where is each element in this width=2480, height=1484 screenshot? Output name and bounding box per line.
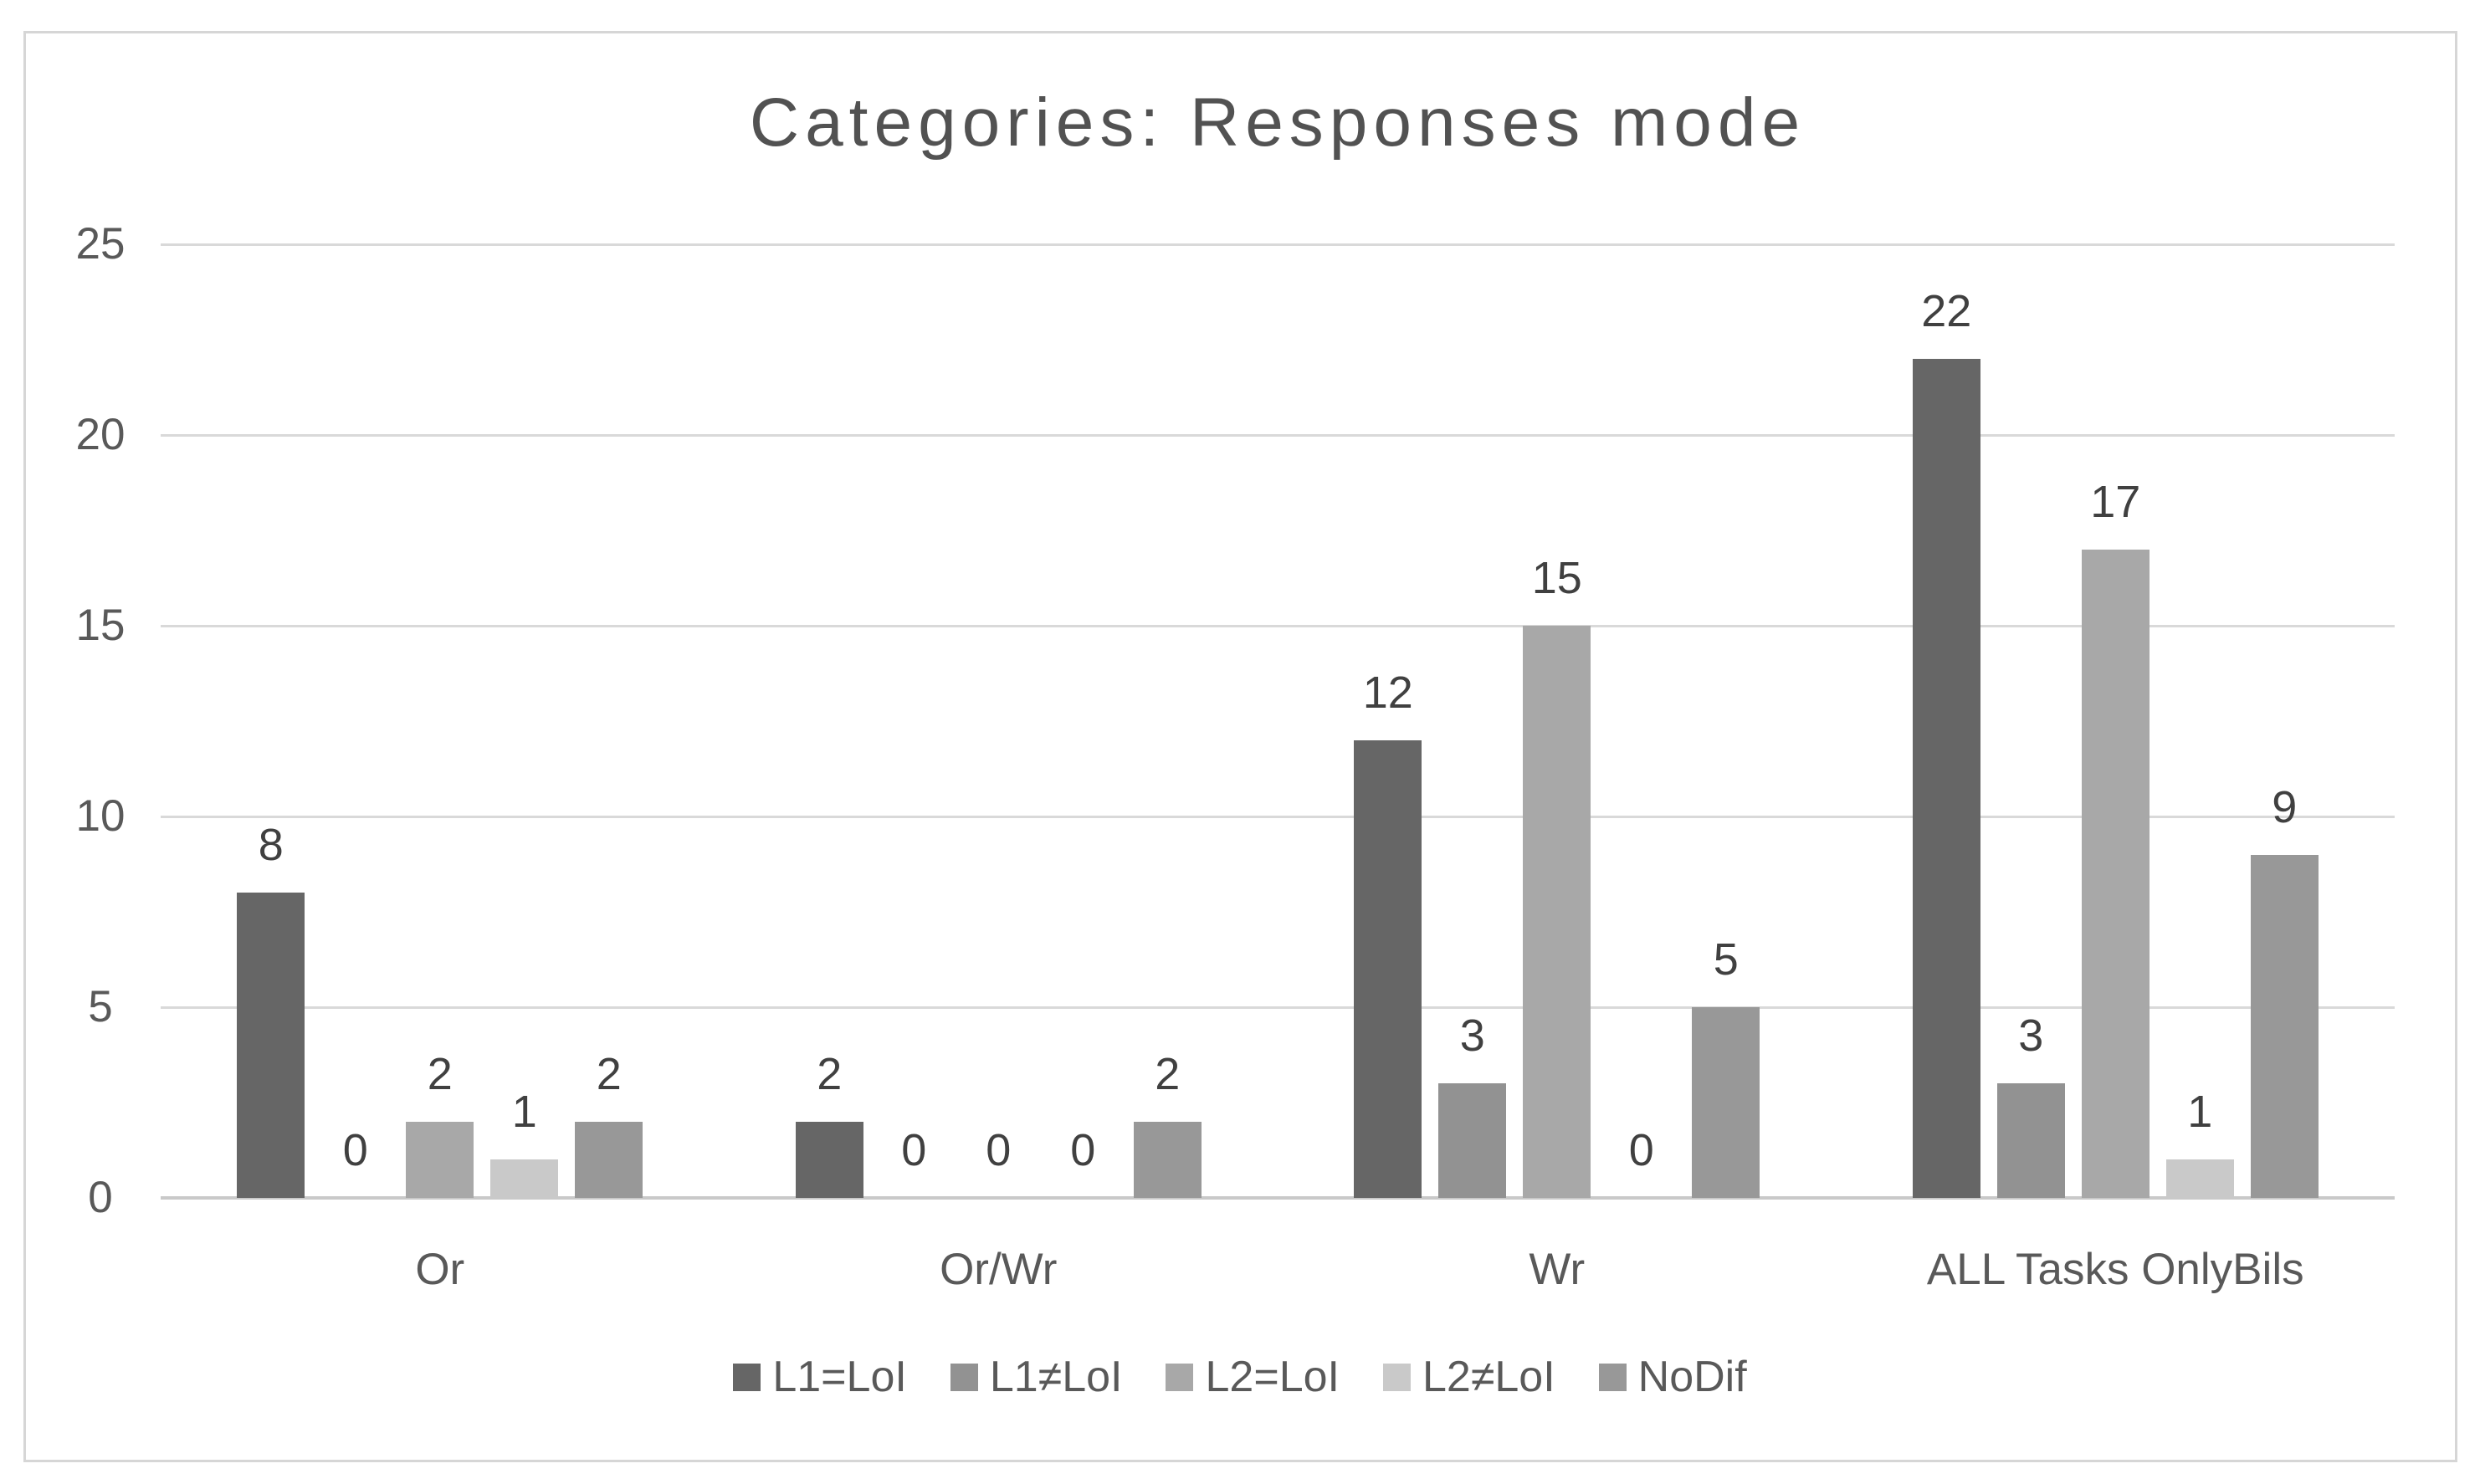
bar — [795, 1122, 863, 1198]
legend-swatch — [733, 1363, 761, 1391]
bar-slot: 9 — [2242, 244, 2327, 1198]
bar-slot: 17 — [2073, 244, 2158, 1198]
legend-swatch — [1166, 1363, 1194, 1391]
bar — [490, 1159, 559, 1198]
legend-item: L1=LoI — [733, 1352, 907, 1402]
bar — [406, 1122, 474, 1198]
bar — [1438, 1083, 1507, 1198]
bar-value-label: 0 — [342, 1125, 368, 1175]
y-tick-label: 5 — [88, 982, 113, 1031]
bar — [1996, 1083, 2065, 1198]
legend-label: NoDif — [1637, 1353, 1747, 1401]
bar-slot: 2 — [397, 244, 482, 1198]
category-label: Wr — [1529, 1245, 1586, 1294]
bar-value-label: 22 — [1921, 286, 1972, 336]
bar-slot: 2 — [1125, 244, 1210, 1198]
bar-group: 22 3 17 1 9 — [1837, 244, 2395, 1198]
gridline — [161, 243, 2395, 246]
bar-value-label: 8 — [258, 820, 284, 870]
bar-value-label: 15 — [1531, 553, 1582, 603]
gridline — [161, 434, 2395, 437]
legend-swatch — [1598, 1363, 1627, 1391]
bar — [2165, 1159, 2234, 1198]
bar-value-label: 3 — [1459, 1011, 1485, 1061]
bar — [1523, 626, 1591, 1198]
bar-group: 12 3 15 0 5 — [1278, 244, 1837, 1198]
y-tick-label: 10 — [75, 791, 126, 841]
chart-border-frame — [23, 31, 2457, 1462]
x-axis-line — [161, 1196, 2395, 1200]
bar — [2250, 855, 2319, 1198]
legend-item: L2=LoI — [1166, 1352, 1340, 1402]
chart-title: Categories: Responses mode — [749, 84, 1806, 161]
legend-label: L1≠LoI — [989, 1353, 1123, 1401]
bar-slot: 15 — [1514, 244, 1599, 1198]
bar — [1692, 1007, 1760, 1198]
bar-slot: 0 — [1041, 244, 1125, 1198]
bar — [575, 1122, 643, 1198]
gridline — [161, 625, 2395, 627]
category-label: Or — [415, 1245, 465, 1294]
x-axis-category-labels: Or Or/Wr Wr ALL Tasks OnlyBils — [161, 1244, 2395, 1295]
bar-slot: 12 — [1345, 244, 1430, 1198]
bar-slot: 5 — [1683, 244, 1768, 1198]
bar — [1133, 1122, 1202, 1198]
bar — [1912, 359, 1980, 1198]
legend-item: L1≠LoI — [950, 1352, 1123, 1402]
y-tick-label: 25 — [75, 219, 126, 269]
bar-slot: 2 — [787, 244, 872, 1198]
legend-label: L2≠LoI — [1422, 1353, 1555, 1401]
legend-label: L2=LoI — [1205, 1353, 1340, 1401]
bar-value-label: 2 — [596, 1049, 622, 1099]
legend-swatch — [1382, 1363, 1411, 1391]
bar-value-label: 2 — [817, 1049, 843, 1099]
category-label: Or/Wr — [940, 1245, 1058, 1294]
bar-value-label: 2 — [427, 1049, 453, 1099]
gridline — [161, 816, 2395, 818]
bar-slot: 1 — [2158, 244, 2242, 1198]
category-label: ALL Tasks OnlyBils — [1926, 1245, 2304, 1294]
bar — [2081, 550, 2150, 1198]
bar-group: 2 0 0 0 2 — [720, 244, 1278, 1198]
bar-value-label: 0 — [1628, 1125, 1654, 1175]
bar-group: 8 0 2 1 2 — [161, 244, 720, 1198]
bar — [1354, 740, 1422, 1198]
y-tick-label: 20 — [75, 410, 126, 459]
legend-label: L1=LoI — [772, 1353, 907, 1401]
bar-slot: 0 — [956, 244, 1041, 1198]
legend-swatch — [950, 1363, 978, 1391]
bar-value-label: 1 — [511, 1087, 537, 1137]
bar-slot: 8 — [228, 244, 313, 1198]
bar-value-label: 9 — [2272, 782, 2298, 832]
bar-slot: 1 — [482, 244, 566, 1198]
bar-slot: 0 — [313, 244, 397, 1198]
bar-slot: 3 — [1430, 244, 1514, 1198]
y-tick-label: 0 — [88, 1173, 113, 1222]
bar-value-label: 5 — [1713, 934, 1739, 985]
bar-value-label: 0 — [901, 1125, 927, 1175]
gridline — [161, 1006, 2395, 1009]
bar-value-label: 0 — [1070, 1125, 1096, 1175]
bar-slot: 0 — [872, 244, 956, 1198]
legend-item: NoDif — [1598, 1352, 1747, 1402]
bar-slot: 3 — [1989, 244, 2073, 1198]
bar-value-label: 1 — [2187, 1087, 2213, 1137]
bar — [237, 893, 305, 1198]
legend-item: L2≠LoI — [1382, 1352, 1555, 1402]
bar-value-label: 17 — [2090, 477, 2141, 527]
legend: L1=LoI L1≠LoI L2=LoI L2≠LoI NoDif — [0, 1352, 2480, 1402]
y-tick-label: 15 — [75, 601, 126, 650]
bar-value-label: 0 — [986, 1125, 1012, 1175]
bar-slot: 22 — [1904, 244, 1989, 1198]
bar-value-label: 3 — [2018, 1011, 2044, 1061]
bar-value-label: 12 — [1362, 668, 1413, 718]
bar-slot: 2 — [566, 244, 651, 1198]
plot-area: 8 0 2 1 2 2 0 0 0 2 12 3 15 0 5 22 3 17 1 9 — [161, 244, 2395, 1198]
bar-slot: 0 — [1599, 244, 1683, 1198]
bar-value-label: 2 — [1155, 1049, 1181, 1099]
